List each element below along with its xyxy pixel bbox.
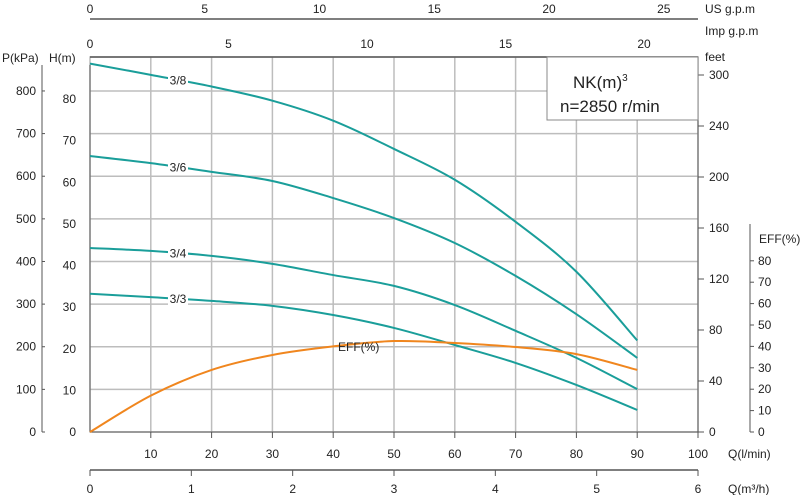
eff-tick-label: 20	[758, 382, 772, 396]
feet-tick-label: 80	[709, 323, 723, 337]
feet-tick-label: 0	[709, 425, 716, 439]
q-lmin-tick-label: 100	[688, 447, 708, 461]
curve-label: 3/8	[170, 74, 187, 88]
eff-tick-label: 50	[758, 318, 772, 332]
curve-label: 3/6	[170, 160, 187, 174]
us-gpm-tick-label: 10	[313, 2, 327, 16]
q-m3h-axis-label: Q(m³/h)	[728, 482, 769, 495]
curves: 3/8 3/6 3/4 3/3 EFF(%)	[89, 62, 638, 433]
curve-label: 3/4	[170, 246, 187, 260]
eff-tick-label: 80	[758, 254, 772, 268]
imp-gpm-tick-label: 20	[637, 37, 651, 51]
feet-tick-label: 240	[709, 119, 729, 133]
chart-title: NK(m)3	[573, 73, 628, 92]
h-tick-label: 20	[63, 342, 77, 356]
h-tick-label: 40	[63, 259, 77, 273]
feet-tick-label: 120	[709, 272, 729, 286]
h-tick-label: 30	[63, 300, 77, 314]
q-m3h-tick-label: 2	[289, 482, 296, 495]
q-m3h-tick-label: 5	[593, 482, 600, 495]
curve-3-4	[89, 247, 638, 391]
q-lmin-tick-label: 90	[631, 447, 645, 461]
eff-tick-label: 0	[758, 425, 765, 439]
feet-tick-label: 300	[709, 68, 729, 82]
p-tick-label: 600	[16, 169, 36, 183]
curve-3-8	[89, 62, 638, 342]
curve-label-bg	[168, 72, 188, 87]
eff-tick-label: 30	[758, 361, 772, 375]
us-gpm-axis-label: US g.p.m	[705, 2, 755, 16]
curve-label-bg	[168, 291, 188, 306]
q-m3h-tick-label: 3	[391, 482, 398, 495]
eff-tick-label: 70	[758, 275, 772, 289]
p-tick-label: 200	[16, 340, 36, 354]
imp-gpm-tick-label: 10	[360, 37, 374, 51]
q-lmin-tick-label: 80	[570, 447, 584, 461]
feet-tick-label: 200	[709, 170, 729, 184]
curve-label: 3/3	[170, 292, 187, 306]
us-gpm-tick-label: 25	[657, 2, 671, 16]
p-tick-label: 500	[16, 212, 36, 226]
legend-box: NK(m)3 n=2850 r/min	[546, 56, 699, 121]
q-lmin-axis-label: Q(l/min)	[728, 447, 771, 461]
imp-gpm-tick-label: 5	[225, 37, 232, 51]
q-lmin-tick-label: 10	[144, 447, 158, 461]
p-tick-label: 700	[16, 127, 36, 141]
q-lmin-tick-label: 40	[327, 447, 341, 461]
h-tick-label: 70	[63, 134, 77, 148]
curve-label-bg	[168, 245, 188, 260]
q-lmin-tick-label: 50	[387, 447, 401, 461]
curve-label-bg	[168, 159, 188, 174]
h-tick-label: 80	[63, 92, 77, 106]
p-tick-label: 0	[29, 425, 36, 439]
eff-tick-label: 40	[758, 339, 772, 353]
p-tick-label: 800	[16, 84, 36, 98]
us-gpm-tick-label: 20	[542, 2, 556, 16]
chart-subtitle: n=2850 r/min	[560, 97, 660, 116]
eff-curve-label: EFF(%)	[338, 340, 379, 354]
q-lmin-tick-label: 20	[205, 447, 219, 461]
feet-axis-label: feet	[705, 50, 726, 64]
feet-tick-label: 160	[709, 221, 729, 235]
q-m3h-tick-label: 1	[188, 482, 195, 495]
eff-tick-label: 60	[758, 297, 772, 311]
imp-gpm-tick-label: 0	[87, 37, 94, 51]
eff-axis-label: EFF(%)	[759, 232, 800, 246]
h-axis-label: H(m)	[49, 51, 76, 65]
q-m3h-tick-label: 6	[695, 482, 702, 495]
q-lmin-tick-label: 60	[448, 447, 462, 461]
p-tick-label: 100	[16, 382, 36, 396]
q-m3h-tick-label: 0	[87, 482, 94, 495]
p-tick-label: 300	[16, 297, 36, 311]
imp-gpm-tick-label: 15	[499, 37, 513, 51]
us-gpm-tick-label: 5	[201, 2, 208, 16]
q-lmin-tick-label: 70	[509, 447, 523, 461]
us-gpm-tick-label: 0	[87, 2, 94, 16]
eff-tick-label: 10	[758, 404, 772, 418]
q-m3h-tick-label: 4	[492, 482, 499, 495]
feet-tick-label: 40	[709, 374, 723, 388]
q-lmin-tick-label: 30	[266, 447, 280, 461]
h-tick-label: 10	[63, 383, 77, 397]
p-axis-label: P(kPa)	[2, 51, 39, 65]
curve-eff	[89, 339, 638, 433]
p-tick-label: 400	[16, 254, 36, 268]
h-tick-label: 0	[69, 425, 76, 439]
h-tick-label: 50	[63, 217, 77, 231]
us-gpm-tick-label: 15	[428, 2, 442, 16]
h-tick-label: 60	[63, 175, 77, 189]
imp-gpm-axis-label: Imp g.p.m	[705, 24, 758, 38]
